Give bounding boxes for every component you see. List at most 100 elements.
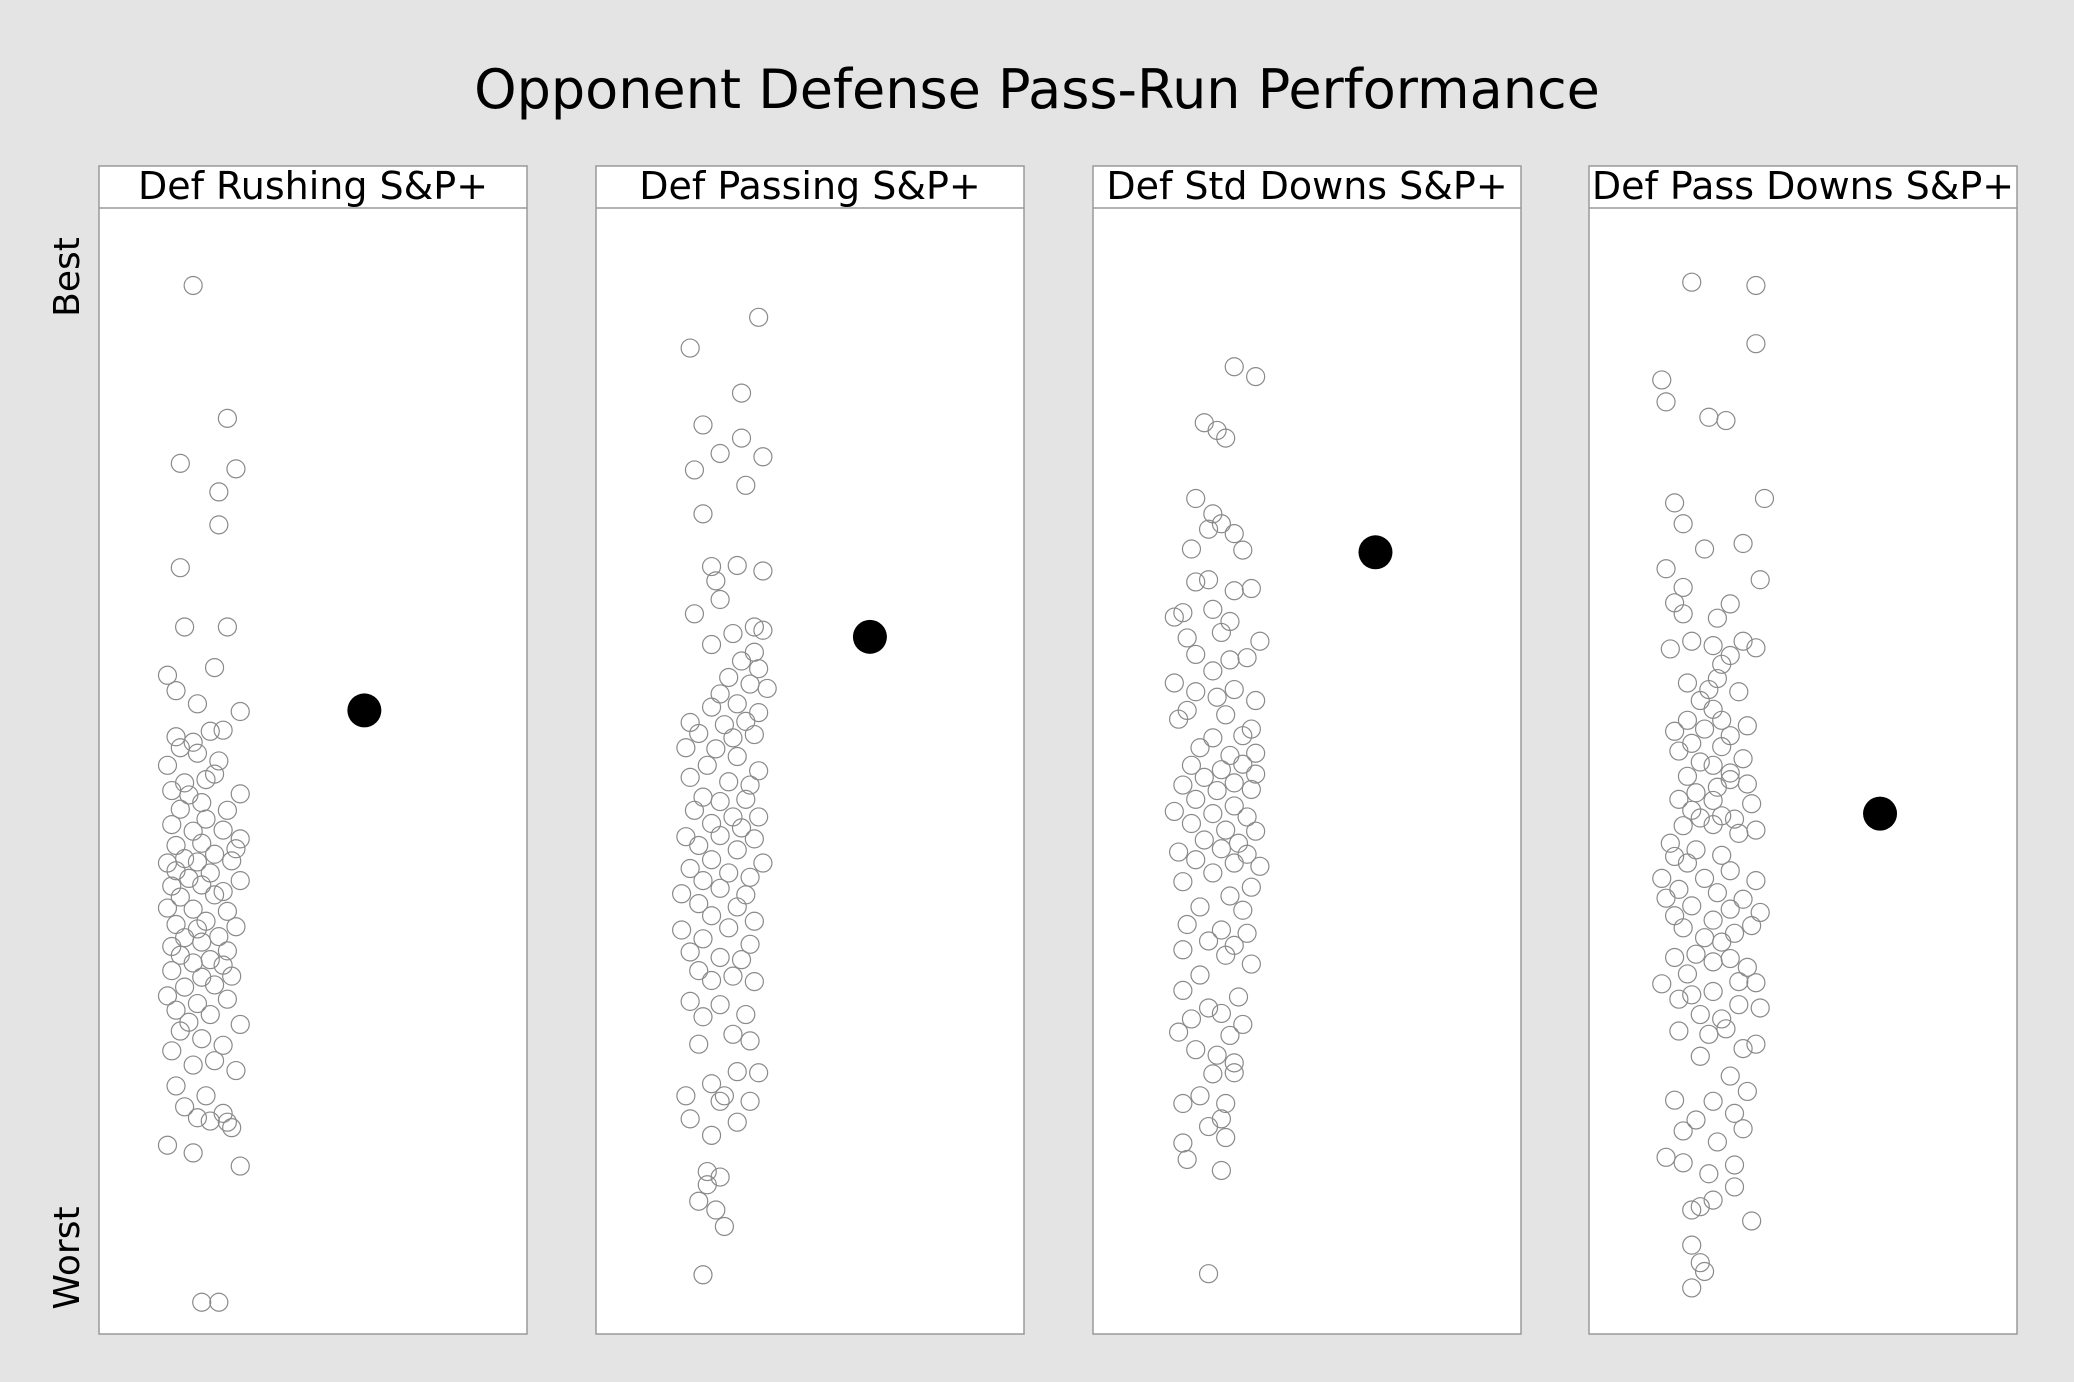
data-point	[1664, 846, 1685, 867]
data-point	[710, 995, 730, 1015]
highlight-point	[1863, 796, 1898, 831]
data-point	[1211, 1160, 1232, 1181]
highlight-point	[852, 619, 887, 654]
data-point	[1716, 410, 1736, 431]
data-point	[175, 977, 195, 997]
data-point	[1181, 1009, 1202, 1029]
data-point	[1737, 957, 1757, 977]
data-point	[213, 720, 233, 740]
data-point	[1177, 914, 1197, 935]
data-point	[196, 809, 216, 829]
data-point	[731, 651, 752, 671]
data-point	[1203, 804, 1223, 824]
data-point	[731, 818, 752, 838]
data-point	[209, 1292, 229, 1312]
data-point	[1168, 842, 1189, 862]
data-point	[1198, 519, 1219, 539]
data-point	[727, 746, 747, 767]
data-point	[1712, 737, 1732, 757]
data-point	[740, 775, 760, 795]
data-point	[1164, 673, 1184, 693]
data-point	[1216, 1127, 1236, 1148]
data-point	[1694, 719, 1715, 739]
data-point	[749, 307, 769, 327]
data-point	[1682, 272, 1702, 292]
data-point	[727, 840, 747, 860]
data-point	[187, 743, 208, 763]
data-point	[170, 558, 190, 578]
data-point	[714, 1216, 735, 1237]
data-point	[1703, 815, 1723, 835]
data-point	[1207, 420, 1227, 441]
data-point	[222, 851, 242, 871]
data-point	[1246, 690, 1266, 711]
data-point	[1729, 995, 1749, 1015]
data-point	[693, 871, 713, 891]
data-point	[183, 1055, 203, 1075]
data-point	[213, 1035, 233, 1055]
data-point	[183, 953, 203, 973]
data-point	[1652, 370, 1672, 390]
data-point	[1733, 889, 1753, 909]
data-point	[1228, 987, 1249, 1007]
data-point	[680, 1109, 700, 1129]
data-point	[1177, 628, 1197, 648]
data-point	[1673, 604, 1693, 624]
data-point	[1716, 1019, 1736, 1039]
data-point	[230, 829, 250, 849]
data-point	[1664, 947, 1685, 968]
data-point	[1690, 1046, 1710, 1066]
data-point	[1660, 833, 1680, 853]
data-point	[1694, 539, 1715, 559]
panel-title: Def Std Downs S&P+	[1106, 164, 1507, 208]
data-point	[1686, 944, 1706, 964]
data-point	[753, 620, 773, 640]
data-point	[217, 941, 237, 961]
data-point	[204, 1051, 225, 1071]
data-point	[1211, 622, 1232, 643]
data-point	[1250, 631, 1270, 651]
data-point	[1211, 1109, 1232, 1129]
data-point	[196, 1086, 216, 1106]
data-point	[1168, 709, 1189, 729]
data-point	[209, 927, 229, 947]
data-point	[1660, 639, 1680, 659]
data-point	[689, 1034, 709, 1054]
data-point	[1669, 1021, 1689, 1041]
data-point	[157, 755, 178, 775]
data-point	[1720, 899, 1740, 919]
data-point	[187, 993, 208, 1014]
data-point	[671, 920, 692, 940]
data-point	[1746, 334, 1766, 354]
data-point	[689, 961, 709, 981]
data-point	[166, 727, 186, 747]
data-point	[1664, 1090, 1685, 1110]
data-point	[1703, 755, 1723, 775]
data-point	[1677, 673, 1698, 693]
data-point	[170, 887, 190, 907]
data-point	[736, 789, 756, 809]
data-point	[1742, 916, 1762, 936]
data-point	[693, 504, 713, 524]
data-point	[1198, 1264, 1219, 1284]
data-point	[749, 761, 769, 781]
data-point	[1220, 1025, 1240, 1046]
data-point	[1682, 985, 1702, 1005]
data-point	[736, 475, 756, 495]
data-point	[192, 875, 212, 895]
data-point	[693, 929, 713, 949]
data-point	[1173, 980, 1193, 1001]
data-point	[1703, 790, 1723, 811]
data-point	[736, 1004, 756, 1025]
data-point	[1181, 539, 1202, 559]
data-point	[689, 835, 709, 856]
data-point	[1186, 572, 1206, 592]
data-point	[1682, 1278, 1702, 1298]
data-point	[1241, 877, 1261, 897]
y-axis-label-worst: Worst	[47, 1206, 88, 1309]
data-point	[1216, 705, 1236, 725]
data-point	[230, 701, 250, 722]
data-point	[209, 751, 229, 771]
data-point	[1712, 932, 1732, 952]
